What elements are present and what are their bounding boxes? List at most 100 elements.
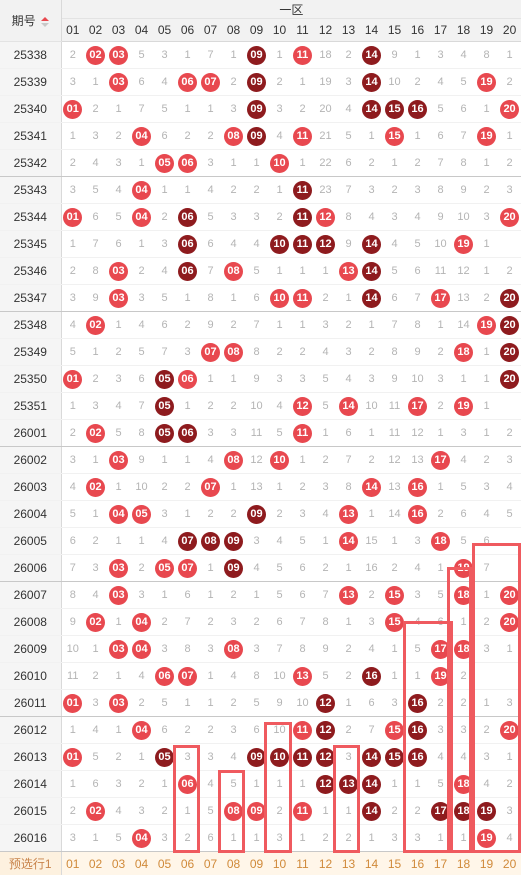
omission-count: 7 (84, 231, 107, 258)
number-ball: 03 (109, 640, 128, 659)
omission-count: 4 (107, 393, 130, 420)
preselect-number-19[interactable]: 19 (475, 852, 498, 875)
drawn-number-cell: 08 (199, 528, 222, 555)
preselect-number-03[interactable]: 03 (107, 852, 130, 875)
omission-count: 3 (222, 717, 245, 744)
preselect-number-01[interactable]: 01 (61, 852, 84, 875)
drawn-number-cell: 02 (84, 420, 107, 447)
preselect-number-12[interactable]: 12 (314, 852, 337, 875)
omission-count: 2 (337, 42, 360, 69)
omission-count: 3 (383, 204, 406, 231)
issue-number: 25349 (0, 339, 61, 366)
number-ball: 19 (431, 667, 450, 686)
number-ball: 20 (500, 208, 519, 227)
omission-count: 3 (314, 474, 337, 501)
omission-count: 6 (176, 582, 199, 609)
drawn-number-cell: 12 (314, 744, 337, 771)
preselect-number-02[interactable]: 02 (84, 852, 107, 875)
column-header-10: 10 (268, 19, 291, 42)
preselect-number-20[interactable]: 20 (498, 852, 521, 875)
omission-count: 1 (268, 258, 291, 285)
preselect-number-16[interactable]: 16 (406, 852, 429, 875)
preselect-number-15[interactable]: 15 (383, 852, 406, 875)
omission-count: 4 (107, 177, 130, 204)
drawn-number-cell: 03 (107, 285, 130, 312)
omission-count: 3 (360, 609, 383, 636)
omission-count: 9 (84, 285, 107, 312)
omission-count: 1 (498, 42, 521, 69)
omission-count: 6 (153, 312, 176, 339)
number-ball: 10 (270, 289, 289, 308)
preselect-number-08[interactable]: 08 (222, 852, 245, 875)
omission-count: 3 (406, 528, 429, 555)
preselect-number-11[interactable]: 11 (291, 852, 314, 875)
sort-icon[interactable] (41, 17, 49, 27)
omission-count: 1 (268, 177, 291, 204)
omission-count: 4 (84, 582, 107, 609)
omission-count: 3 (130, 285, 153, 312)
drawn-number-cell: 01 (61, 96, 84, 123)
number-ball: 20 (500, 586, 519, 605)
issue-number: 26010 (0, 663, 61, 690)
omission-count: 3 (176, 744, 199, 771)
number-ball: 07 (201, 73, 220, 92)
omission-count: 6 (84, 204, 107, 231)
omission-count: 2 (314, 555, 337, 582)
omission-count: 7 (291, 609, 314, 636)
omission-count: 2 (406, 150, 429, 177)
number-ball: 20 (500, 370, 519, 389)
omission-count: 7 (337, 447, 360, 474)
drawn-number-cell: 04 (130, 609, 153, 636)
drawn-number-cell: 09 (222, 528, 245, 555)
omission-count: 6 (406, 258, 429, 285)
number-ball: 04 (132, 721, 151, 740)
preselect-number-09[interactable]: 09 (245, 852, 268, 875)
number-ball: 12 (316, 694, 335, 713)
number-ball: 16 (408, 748, 427, 767)
omission-count: 1 (475, 690, 498, 717)
preselect-number-17[interactable]: 17 (429, 852, 452, 875)
omission-count: 10 (406, 366, 429, 393)
omission-count: 2 (107, 123, 130, 150)
drawn-number-cell: 14 (360, 474, 383, 501)
drawn-number-cell: 11 (291, 420, 314, 447)
number-ball: 06 (178, 775, 197, 794)
omission-count: 1 (429, 825, 452, 852)
preselect-number-18[interactable]: 18 (452, 852, 475, 875)
preselect-number-06[interactable]: 06 (176, 852, 199, 875)
drawn-number-cell: 19 (429, 663, 452, 690)
omission-count: 10 (291, 690, 314, 717)
issue-column-header[interactable]: 期号 (0, 0, 61, 42)
preselect-number-04[interactable]: 04 (130, 852, 153, 875)
preselect-number-13[interactable]: 13 (337, 852, 360, 875)
omission-count: 4 (360, 204, 383, 231)
omission-count: 1 (245, 771, 268, 798)
number-ball: 15 (385, 127, 404, 146)
omission-count: 12 (245, 447, 268, 474)
omission-count: 3 (199, 150, 222, 177)
omission-count: 8 (176, 636, 199, 663)
preselect-number-05[interactable]: 05 (153, 852, 176, 875)
omission-count: 7 (406, 285, 429, 312)
number-ball: 05 (155, 397, 174, 416)
omission-count: 2 (245, 609, 268, 636)
number-ball: 06 (178, 235, 197, 254)
preselect-number-07[interactable]: 07 (199, 852, 222, 875)
preselect-number-14[interactable]: 14 (360, 852, 383, 875)
omission-count: 19 (314, 69, 337, 96)
omission-count: 4 (406, 609, 429, 636)
omission-count: 13 (245, 474, 268, 501)
omission-count: 4 (153, 258, 176, 285)
omission-count: 5 (153, 690, 176, 717)
preselect-number-10[interactable]: 10 (268, 852, 291, 875)
omission-count: 1 (429, 474, 452, 501)
